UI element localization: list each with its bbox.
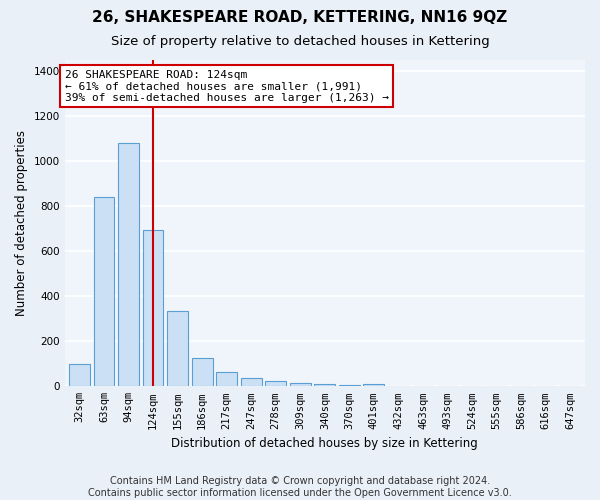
Text: 26, SHAKESPEARE ROAD, KETTERING, NN16 9QZ: 26, SHAKESPEARE ROAD, KETTERING, NN16 9Q… <box>92 10 508 25</box>
Bar <box>364 384 385 386</box>
Bar <box>314 384 335 386</box>
Bar <box>290 383 311 386</box>
Bar <box>143 230 163 386</box>
Bar <box>265 382 286 386</box>
Y-axis label: Number of detached properties: Number of detached properties <box>15 130 28 316</box>
Bar <box>69 364 90 386</box>
Bar <box>339 384 360 386</box>
X-axis label: Distribution of detached houses by size in Kettering: Distribution of detached houses by size … <box>172 437 478 450</box>
Text: 26 SHAKESPEARE ROAD: 124sqm
← 61% of detached houses are smaller (1,991)
39% of : 26 SHAKESPEARE ROAD: 124sqm ← 61% of det… <box>65 70 389 103</box>
Bar <box>118 144 139 386</box>
Bar <box>191 358 212 386</box>
Bar <box>167 311 188 386</box>
Bar <box>94 198 115 386</box>
Bar <box>216 372 237 386</box>
Bar <box>241 378 262 386</box>
Text: Size of property relative to detached houses in Kettering: Size of property relative to detached ho… <box>110 35 490 48</box>
Text: Contains HM Land Registry data © Crown copyright and database right 2024.
Contai: Contains HM Land Registry data © Crown c… <box>88 476 512 498</box>
